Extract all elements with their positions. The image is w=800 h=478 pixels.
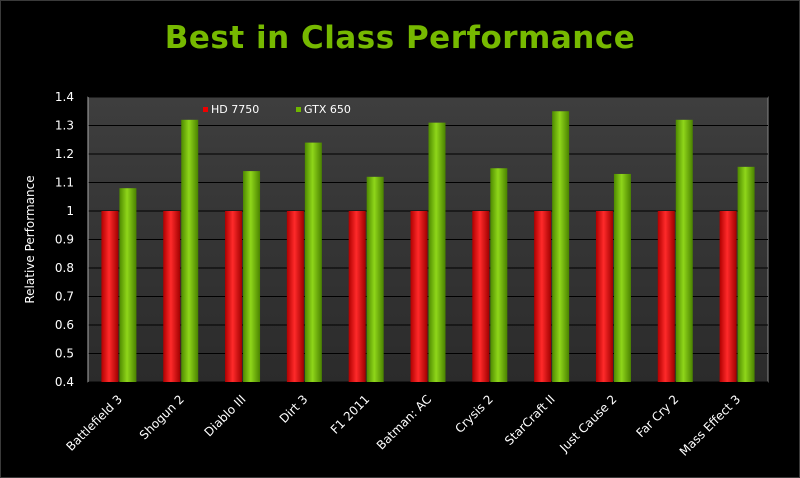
legend-swatch	[296, 107, 301, 112]
bar-hd7750	[348, 211, 366, 382]
bar-gtx650	[304, 142, 322, 382]
x-tick-label: Dirt 3	[277, 392, 311, 426]
y-tick-label: 1	[66, 204, 74, 218]
legend: HD 7750 GTX 650	[203, 103, 351, 116]
bar-gtx650	[181, 119, 199, 383]
y-tick-label: 1.1	[55, 176, 74, 190]
bar-gtx650	[675, 119, 693, 383]
bar-hd7750	[534, 211, 552, 382]
bar-hd7750	[410, 211, 428, 382]
x-tick-label: Crysis 2	[452, 392, 496, 436]
bars	[101, 111, 755, 383]
bar-gtx650	[613, 173, 631, 382]
y-axis-ticks: 0.4 0.5 0.6 0.7 0.8 0.9 1 1.1 1.2 1.3 1.4	[55, 90, 74, 389]
bar-hd7750	[657, 211, 675, 382]
y-tick-label: 1.4	[55, 90, 74, 104]
legend-swatch	[203, 107, 208, 112]
x-tick-label: Batman: AC	[374, 392, 434, 452]
x-tick-label: StarCraft II	[502, 392, 558, 448]
bar-hd7750	[719, 211, 737, 382]
bar-hd7750	[595, 211, 613, 382]
y-tick-label: 1.3	[55, 119, 74, 133]
bar-gtx650	[243, 171, 261, 382]
bar-gtx650	[737, 166, 755, 382]
chart-title: Best in Class Performance	[164, 20, 636, 56]
y-tick-label: 1.2	[55, 147, 74, 161]
x-tick-label: Battlefield 3	[63, 392, 125, 454]
x-tick-label: Far Cry 2	[633, 392, 681, 440]
bar-gtx650	[119, 188, 137, 382]
legend-label: HD 7750	[211, 103, 259, 116]
x-tick-label: Mass Effect 3	[677, 392, 743, 458]
y-tick-label: 0.6	[55, 318, 74, 332]
bar-gtx650	[490, 168, 508, 382]
gridlines	[87, 96, 768, 383]
legend-label: GTX 650	[304, 103, 351, 116]
y-tick-label: 0.8	[55, 261, 74, 275]
bar-hd7750	[472, 211, 490, 382]
y-tick-label: 0.4	[55, 375, 74, 389]
y-axis-label: Relative Performance	[23, 175, 37, 303]
bar-gtx650	[428, 122, 446, 383]
x-tick-label: F1 2011	[328, 392, 372, 436]
x-tick-label: Just Cause 2	[556, 392, 619, 455]
y-tick-label: 0.7	[55, 290, 74, 304]
bar-gtx650	[366, 176, 384, 382]
x-axis-ticks: Battlefield 3 Shogun 2 Diablo III Dirt 3 F1 …	[63, 392, 743, 458]
y-tick-label: 0.9	[55, 233, 74, 247]
x-tick-label: Diablo III	[202, 392, 249, 439]
y-tick-label: 0.5	[55, 347, 74, 361]
x-tick-label: Shogun 2	[137, 392, 187, 442]
bar-hd7750	[286, 211, 304, 382]
bar-hd7750	[101, 211, 119, 382]
bar-hd7750	[163, 211, 181, 382]
bar-gtx650	[552, 111, 570, 382]
bar-hd7750	[225, 211, 243, 382]
